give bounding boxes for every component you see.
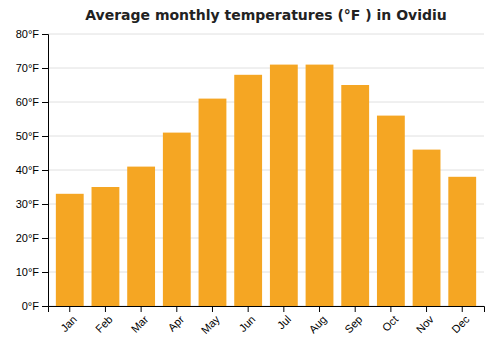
x-tick-label: Jan — [58, 313, 79, 334]
x-tick: Jan — [58, 306, 79, 334]
x-axis-line — [49, 307, 485, 313]
y-tick-mark — [42, 136, 48, 137]
x-tick-label: Dec — [449, 313, 472, 336]
x-axis: Jan Feb Mar Apr May Jun Jul Aug Sep Oct Nov Dec — [49, 306, 485, 336]
y-tick-label: 20°F — [16, 232, 40, 244]
y-tick-label: 0°F — [22, 300, 40, 312]
x-tick-label: Oct — [380, 313, 401, 334]
y-tick-mark — [42, 238, 48, 239]
x-tick: Nov — [414, 306, 437, 335]
x-tick-label: Nov — [414, 313, 437, 336]
bar — [448, 177, 476, 306]
x-tick-mark — [69, 306, 70, 312]
y-tick-mark — [42, 102, 48, 103]
y-axis: 0°F 10°F 20°F 30°F 40°F 50°F 60°F 70°F 80°F — [16, 28, 49, 312]
bar — [306, 65, 334, 306]
grid-line — [48, 102, 484, 103]
x-tick-mark — [212, 306, 213, 312]
x-tick: Sep — [342, 306, 364, 335]
y-tick-label: 80°F — [16, 28, 40, 40]
y-tick-label: 10°F — [16, 266, 40, 278]
x-tick: Apr — [166, 306, 187, 334]
y-tick: 70°F — [16, 62, 48, 74]
y-tick: 10°F — [16, 266, 48, 278]
y-axis-line — [42, 35, 49, 307]
x-tick: Oct — [380, 306, 401, 334]
chart: 0°F 10°F 20°F 30°F 40°F 50°F 60°F 70°F 80°F Jan Fe… — [0, 0, 500, 350]
x-tick-mark — [426, 306, 427, 312]
x-tick-mark — [248, 306, 249, 312]
x-tick: Jun — [236, 306, 257, 334]
y-tick-label: 60°F — [16, 96, 40, 108]
x-tick-mark — [283, 306, 284, 312]
x-tick-label: Mar — [129, 313, 151, 335]
grid — [48, 34, 484, 306]
y-tick: 0°F — [22, 300, 48, 312]
x-tick-label: Jun — [236, 313, 257, 334]
x-tick-label: Apr — [166, 313, 187, 334]
y-tick-label: 50°F — [16, 130, 40, 142]
x-tick-label: Jul — [275, 313, 293, 331]
y-tick: 20°F — [16, 232, 48, 244]
bar — [163, 133, 191, 306]
bar — [92, 187, 120, 306]
y-tick: 30°F — [16, 198, 48, 210]
y-tick-mark — [42, 272, 48, 273]
x-tick: Dec — [449, 306, 472, 335]
x-tick: Jul — [275, 306, 293, 332]
bars — [56, 65, 476, 306]
y-tick-mark — [42, 204, 48, 205]
grid-line — [48, 68, 484, 69]
bar — [127, 167, 155, 306]
bar — [341, 85, 369, 306]
bar — [56, 194, 84, 306]
y-tick-mark — [42, 170, 48, 171]
grid-line — [48, 34, 484, 35]
y-tick: 50°F — [16, 130, 48, 142]
x-tick: May — [199, 306, 223, 336]
x-tick-label: Feb — [93, 313, 115, 335]
y-tick: 60°F — [16, 96, 48, 108]
x-tick: Feb — [93, 306, 115, 335]
bar — [270, 65, 298, 306]
x-tick-mark — [390, 306, 391, 312]
y-tick-label: 70°F — [16, 62, 40, 74]
bar — [234, 75, 262, 306]
x-tick-mark — [176, 306, 177, 312]
bar — [413, 150, 441, 306]
y-tick: 40°F — [16, 164, 48, 176]
x-tick-mark — [462, 306, 463, 312]
bar — [377, 116, 405, 306]
x-tick-mark — [105, 306, 106, 312]
title: Average monthly temperatures (°F ) in Ov… — [85, 7, 447, 23]
x-tick-mark — [355, 306, 356, 312]
grid-line — [48, 136, 484, 137]
y-tick-mark — [42, 306, 48, 307]
x-tick-label: May — [199, 313, 223, 337]
x-tick: Mar — [129, 306, 151, 335]
y-tick-mark — [42, 68, 48, 69]
bar — [199, 99, 227, 306]
plot: 0°F 10°F 20°F 30°F 40°F 50°F 60°F 70°F 80°F Jan Fe… — [16, 28, 485, 336]
y-tick: 80°F — [16, 28, 48, 40]
x-tick: Aug — [307, 306, 329, 335]
y-tick-label: 30°F — [16, 198, 40, 210]
y-tick-mark — [42, 34, 48, 35]
x-tick-label: Sep — [342, 313, 364, 335]
x-tick-label: Aug — [307, 313, 329, 335]
y-tick-label: 40°F — [16, 164, 40, 176]
x-tick-mark — [319, 306, 320, 312]
x-tick-mark — [141, 306, 142, 312]
